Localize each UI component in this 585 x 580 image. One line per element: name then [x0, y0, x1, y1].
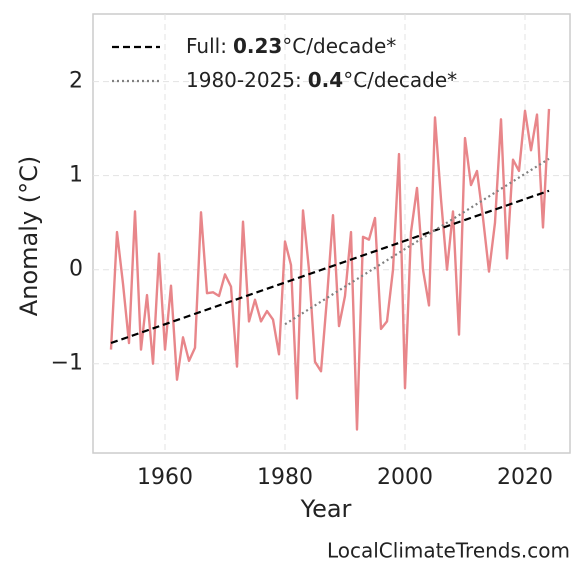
x-axis-label: Year	[300, 495, 352, 523]
y-tick-label: −1	[51, 351, 83, 376]
legend-name: Full:	[186, 34, 227, 58]
legend-label: 1980-2025: 0.4°C/decade*	[186, 68, 457, 92]
legend-unit: °C/decade*	[343, 68, 457, 92]
y-tick-label: 1	[69, 163, 83, 188]
legend-name: 1980-2025:	[186, 68, 302, 92]
trend-line	[284, 157, 550, 326]
legend-label: Full: 0.23°C/decade*	[186, 34, 396, 58]
y-tick-label: 2	[69, 69, 83, 94]
legend-unit: °C/decade*	[282, 34, 396, 58]
y-tick-label: 0	[69, 257, 83, 282]
data-line	[109, 108, 551, 431]
source: LocalClimateTrends.com	[327, 539, 570, 563]
x-tick-label: 2020	[497, 465, 553, 490]
legend-rate: 0.4	[308, 68, 343, 92]
x-tick-label: 2000	[377, 465, 433, 490]
x-tick-label: 1960	[137, 465, 193, 490]
y-axis-label: Anomaly (°C)	[15, 156, 43, 316]
trend-line	[110, 189, 550, 345]
x-tick-label: 1980	[257, 465, 313, 490]
legend-rate: 0.23	[233, 34, 282, 58]
